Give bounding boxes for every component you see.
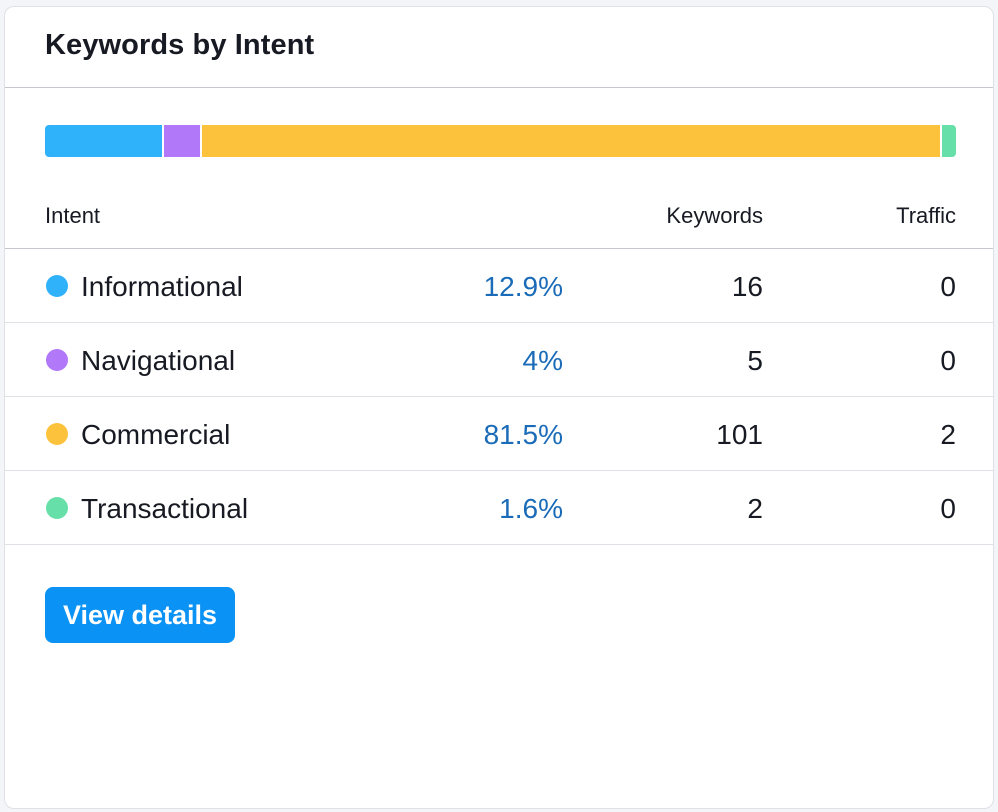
view-details-button[interactable]: View details	[45, 587, 236, 643]
intent-label: Transactional	[81, 493, 249, 524]
navigational-dot-icon	[46, 349, 68, 371]
intent-percent-link[interactable]: 81.5%	[483, 419, 563, 450]
intent-keywords-count: 101	[716, 419, 763, 450]
intent-bar-segment-informational	[45, 125, 162, 157]
table-header: Intent Keywords Traffic	[5, 187, 993, 249]
intent-keywords-count: 5	[747, 345, 763, 376]
intent-percent-link[interactable]: 1.6%	[499, 493, 563, 524]
intent-bar-segment-navigational	[163, 125, 200, 157]
intent-bar-segment-commercial	[201, 125, 940, 157]
column-header-keywords: Keywords	[666, 203, 763, 228]
intent-traffic-value: 0	[940, 271, 956, 302]
intent-label: Informational	[81, 271, 243, 302]
intent-traffic-value: 2	[940, 419, 956, 450]
column-header-traffic: Traffic	[896, 203, 956, 228]
intent-label: Commercial	[81, 419, 231, 450]
table-row: Navigational 4% 5 0	[5, 323, 993, 397]
informational-dot-icon	[46, 275, 68, 297]
intent-bar-segment-transactional	[941, 125, 956, 157]
table-row: Commercial 81.5% 101 2	[5, 397, 993, 471]
intent-percent-link[interactable]: 12.9%	[483, 271, 563, 302]
column-header-intent: Intent	[45, 203, 101, 228]
intent-label: Navigational	[81, 345, 236, 376]
table-row: Transactional 1.6% 2 0	[5, 471, 993, 545]
intent-percent-link[interactable]: 4%	[522, 345, 563, 376]
intent-table-body: Informational 12.9% 16 0 Navigational 4%…	[5, 249, 993, 545]
intent-traffic-value: 0	[940, 345, 956, 376]
intent-distribution-bar	[45, 125, 956, 157]
intent-keywords-count: 16	[731, 271, 763, 302]
card-title: Keywords by Intent	[45, 29, 315, 61]
intent-keywords-count: 2	[747, 493, 763, 524]
keywords-by-intent-card: Keywords by Intent Intent Keywords Traff…	[4, 6, 994, 809]
commercial-dot-icon	[46, 423, 68, 445]
table-row: Informational 12.9% 16 0	[5, 249, 993, 323]
intent-traffic-value: 0	[940, 493, 956, 524]
transactional-dot-icon	[46, 497, 68, 519]
card-header: Keywords by Intent	[5, 7, 993, 88]
